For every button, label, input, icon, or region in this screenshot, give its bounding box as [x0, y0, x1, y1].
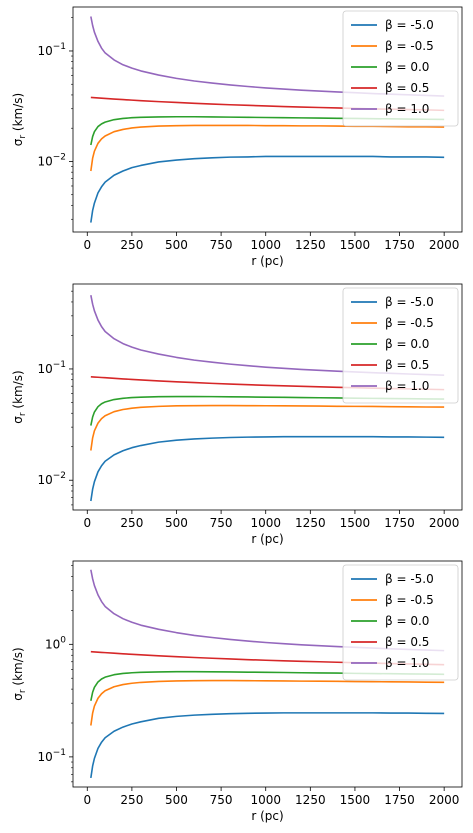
series-line-1	[90, 712, 445, 779]
y-tick-label: 10−2	[37, 471, 66, 487]
x-tick-label: 1250	[295, 238, 326, 252]
y-tick-label: 100	[45, 635, 66, 651]
axes-frame	[72, 283, 463, 511]
legend: β = -5.0 β = -0.5 β = 0.0 β = 0.5 β = 1.0	[342, 564, 459, 681]
x-tick-label: 1000	[250, 793, 281, 807]
legend: β = -5.0 β = -0.5 β = 0.0 β = 0.5 β = 1.0	[342, 287, 459, 404]
x-tick-label: 1500	[340, 238, 371, 252]
x-tick-label: 500	[165, 516, 188, 530]
x-tick-label: 750	[210, 793, 233, 807]
x-axis-label: r (pc)	[251, 809, 283, 823]
x-tick-label: 2000	[429, 793, 460, 807]
legend-label: β = 0.5	[385, 81, 429, 95]
legend-label: β = 1.0	[385, 656, 429, 670]
x-tick-label: 500	[165, 793, 188, 807]
x-tick-label: 250	[120, 238, 143, 252]
x-axis-label: r (pc)	[251, 532, 283, 546]
legend-label: β = 1.0	[385, 379, 429, 393]
x-tick-label: 2000	[429, 516, 460, 530]
series-line-1	[90, 155, 445, 223]
x-tick-label: 1250	[295, 793, 326, 807]
legend-label: β = 0.5	[385, 635, 429, 649]
legend-label: β = 0.0	[385, 614, 429, 628]
legend-label: β = -5.0	[385, 572, 434, 586]
legend: β = -5.0 β = -0.5 β = 0.0 β = 0.5 β = 1.0	[342, 10, 459, 127]
legend-label: β = -0.5	[385, 316, 434, 330]
chart-panel-1: 0 250 500 750 1000 1250 1500 1750 2000 10−2 10−1 r …	[11, 6, 463, 268]
y-tick-label: 10−1	[37, 360, 66, 376]
x-tick-label: 250	[120, 516, 143, 530]
legend-label: β = 0.0	[385, 60, 429, 74]
x-tick-label: 1750	[384, 238, 415, 252]
series-line-1	[90, 435, 445, 502]
y-axis-label: σr (km/s)	[11, 647, 28, 700]
y-tick-label: 10−1	[37, 748, 66, 764]
legend-label: β = -0.5	[385, 593, 434, 607]
x-tick-label: 1750	[384, 793, 415, 807]
x-tick-label: 2000	[429, 238, 460, 252]
chart-panel-3: 0 250 500 750 1000 1250 1500 1750 2000 10−1 100 r (…	[11, 560, 463, 823]
y-tick-label: 10−2	[37, 152, 66, 168]
legend-label: β = 0.0	[385, 337, 429, 351]
x-tick-label: 1500	[340, 516, 371, 530]
x-tick-label: 0	[83, 238, 91, 252]
legend-box	[342, 564, 459, 681]
x-tick-label: 0	[83, 793, 91, 807]
x-tick-label: 1750	[384, 516, 415, 530]
x-tick-label: 0	[83, 516, 91, 530]
legend-label: β = 1.0	[385, 102, 429, 116]
legend-label: β = 0.5	[385, 358, 429, 372]
x-tick-label: 750	[210, 516, 233, 530]
x-tick-label: 1250	[295, 516, 326, 530]
legend-label: β = -5.0	[385, 295, 434, 309]
x-tick-label: 1000	[250, 516, 281, 530]
x-axis-label: r (pc)	[251, 254, 283, 268]
legend-box	[342, 287, 459, 404]
legend-label: β = -0.5	[385, 39, 434, 53]
chart-panel-2: 0 250 500 750 1000 1250 1500 1750 2000 10−2 10−1 r …	[11, 283, 463, 546]
y-tick-label: 10−1	[37, 42, 66, 58]
series-line-2	[90, 679, 445, 726]
series-line-2	[90, 404, 445, 451]
legend-label: β = -5.0	[385, 18, 434, 32]
x-tick-label: 1500	[340, 793, 371, 807]
x-tick-label: 500	[165, 238, 188, 252]
x-tick-label: 1000	[250, 238, 281, 252]
x-tick-label: 750	[210, 238, 233, 252]
y-axis-label: σr (km/s)	[11, 93, 28, 146]
legend-box	[342, 10, 459, 127]
axes-frame	[72, 6, 463, 233]
y-axis-label: σr (km/s)	[11, 370, 28, 423]
x-tick-label: 250	[120, 793, 143, 807]
axes-frame	[72, 560, 463, 788]
